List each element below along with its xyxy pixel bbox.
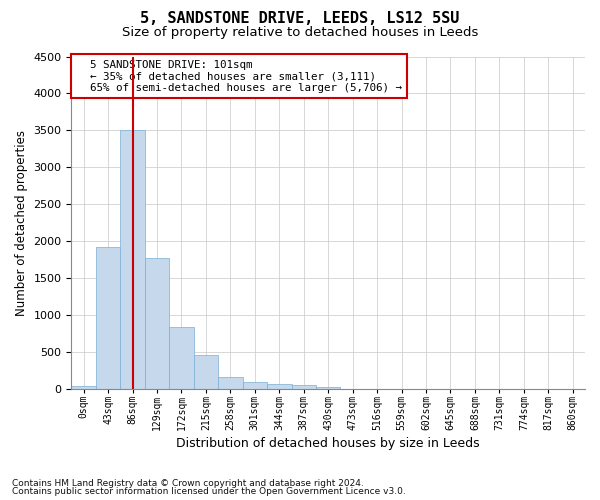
Bar — [194, 355, 218, 389]
Bar — [267, 384, 292, 389]
Bar — [71, 386, 96, 389]
Bar — [316, 386, 340, 389]
Y-axis label: Number of detached properties: Number of detached properties — [15, 130, 28, 316]
Bar — [96, 248, 121, 389]
Bar — [218, 378, 242, 389]
Text: 5, SANDSTONE DRIVE, LEEDS, LS12 5SU: 5, SANDSTONE DRIVE, LEEDS, LS12 5SU — [140, 11, 460, 26]
Bar — [121, 130, 145, 389]
Text: Contains public sector information licensed under the Open Government Licence v3: Contains public sector information licen… — [12, 487, 406, 496]
Bar — [292, 385, 316, 389]
Bar — [169, 327, 194, 389]
Bar — [242, 382, 267, 389]
Text: Contains HM Land Registry data © Crown copyright and database right 2024.: Contains HM Land Registry data © Crown c… — [12, 478, 364, 488]
Text: 5 SANDSTONE DRIVE: 101sqm
  ← 35% of detached houses are smaller (3,111)
  65% o: 5 SANDSTONE DRIVE: 101sqm ← 35% of detac… — [77, 60, 401, 93]
Text: Size of property relative to detached houses in Leeds: Size of property relative to detached ho… — [122, 26, 478, 39]
Bar — [145, 258, 169, 389]
X-axis label: Distribution of detached houses by size in Leeds: Distribution of detached houses by size … — [176, 437, 480, 450]
